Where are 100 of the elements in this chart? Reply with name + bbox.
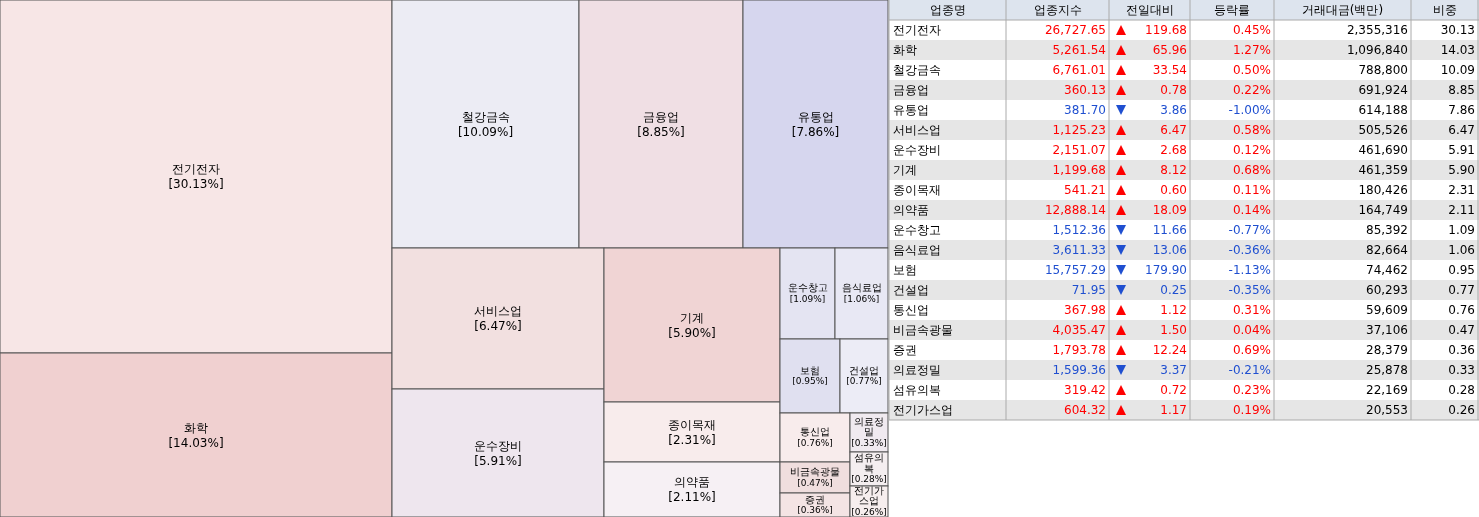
data-label: 5,261.54 [1052, 43, 1106, 57]
data-label: 30.13 [1440, 23, 1475, 37]
category-label: 전기가스업 [854, 484, 884, 507]
data-label: 11.66 [1152, 223, 1187, 237]
data-label: 22,169 [1366, 383, 1408, 397]
category-label: 의료정밀 [854, 415, 884, 438]
category-label: 유통업 [797, 109, 834, 124]
data-label: 0.14% [1232, 203, 1271, 217]
data-label: 8.12 [1160, 163, 1187, 177]
data-label: 7.86 [1448, 103, 1475, 117]
data-label: 85,392 [1366, 223, 1408, 237]
category-label: 보험 [800, 364, 820, 376]
category-label: 화학 [184, 420, 208, 435]
data-label: 461,690 [1358, 143, 1408, 157]
data-label: 13.06 [1152, 243, 1187, 257]
category-label: 증권 [893, 343, 917, 357]
category-label: 철강금속 [893, 63, 941, 77]
data-label: 10.09 [1440, 63, 1475, 77]
data-label: [0.33%] [851, 437, 887, 448]
data-label: 1,096,840 [1346, 43, 1408, 57]
data-label: 71.95 [1071, 283, 1106, 297]
data-label: [0.76%] [797, 437, 833, 448]
data-label: -1.00% [1228, 103, 1271, 117]
data-label: [6.47%] [474, 319, 522, 334]
data-label: 6.47 [1160, 123, 1187, 137]
data-label: 2,151.07 [1052, 143, 1106, 157]
data-label: 2.11 [1448, 203, 1475, 217]
data-label: 788,800 [1358, 63, 1408, 77]
category-label: 의료정밀 [893, 363, 941, 377]
data-label: 1,793.78 [1052, 343, 1106, 357]
data-label: 0.69% [1232, 343, 1271, 357]
category-label: 섬유의복 [854, 452, 884, 474]
data-label: 60,293 [1366, 283, 1408, 297]
category-label: 의약품 [893, 203, 929, 217]
data-label: [0.36%] [797, 505, 833, 516]
category-label: 서비스업 [474, 304, 522, 319]
data-label: 0.19% [1232, 403, 1271, 417]
data-label: 5.90 [1448, 163, 1475, 177]
data-label: 3.86 [1160, 103, 1187, 117]
data-label: 0.04% [1232, 323, 1271, 337]
category-label: 통신업 [800, 426, 830, 438]
data-label: 0.47 [1448, 323, 1475, 337]
category-label: 종이목재 [893, 183, 941, 197]
data-label: 74,462 [1366, 263, 1408, 277]
category-label: 화학 [893, 43, 917, 57]
category-label: 음식료업 [893, 243, 941, 257]
data-label: [2.11%] [668, 490, 716, 505]
data-label: 15,757.29 [1044, 263, 1106, 277]
data-label: [14.03%] [168, 435, 224, 450]
data-label: 4,035.47 [1052, 323, 1106, 337]
data-label: [10.09%] [457, 124, 514, 139]
data-label: 26,727.65 [1044, 23, 1106, 37]
data-label: 0.28 [1448, 383, 1475, 397]
data-label: 614,188 [1358, 103, 1408, 117]
text: 업종명 [929, 3, 966, 17]
data-label: 0.22% [1232, 83, 1271, 97]
category-label: 건설업 [893, 283, 929, 297]
data-label: 1.17 [1160, 403, 1187, 417]
text: 거래대금(백만) [1301, 3, 1384, 17]
data-label: [5.90%] [668, 325, 716, 340]
category-label: 통신업 [893, 303, 929, 317]
category-label: 전기전자 [893, 23, 941, 37]
text: 등락률 [1214, 3, 1250, 17]
data-label: [5.91%] [474, 453, 522, 468]
data-label: 25,878 [1366, 363, 1408, 377]
data-label: [30.13%] [168, 177, 224, 192]
category-label: 운수장비 [474, 438, 522, 453]
category-label: 비금속광물 [790, 466, 840, 478]
data-label: 3,611.33 [1052, 243, 1106, 257]
data-label: [0.26%] [851, 506, 887, 517]
series-label: 업종지수 [1033, 3, 1082, 17]
data-label: 1.06 [1448, 243, 1475, 257]
data-label: 20,553 [1366, 403, 1408, 417]
data-label: 691,924 [1358, 83, 1408, 97]
data-label: 0.60 [1160, 183, 1187, 197]
data-label: 14.03 [1440, 43, 1475, 57]
data-label: 0.23% [1232, 383, 1271, 397]
data-label: 0.45% [1232, 23, 1271, 37]
text: 전일대비 [1125, 3, 1174, 17]
data-label: 180,426 [1358, 183, 1408, 197]
category-label: 금융업 [893, 83, 929, 97]
category-label: 종이목재 [668, 417, 716, 432]
category-label: 전기전자 [172, 162, 220, 177]
data-label: 0.12% [1232, 143, 1271, 157]
data-label: 119.68 [1145, 23, 1187, 37]
category-label: 건설업 [849, 364, 879, 376]
data-label: 0.33 [1448, 363, 1475, 377]
data-label: 65.96 [1152, 43, 1187, 57]
data-label: -1.13% [1228, 263, 1271, 277]
data-label: 505,526 [1358, 123, 1408, 137]
data-label: 367.98 [1064, 303, 1106, 317]
data-label: [0.77%] [846, 376, 882, 387]
category-label: 운수창고 [787, 282, 828, 294]
data-label: 1,125.23 [1052, 123, 1106, 137]
data-label: 604.32 [1064, 403, 1106, 417]
data-label: 0.25 [1160, 283, 1187, 297]
data-label: 28,379 [1366, 343, 1408, 357]
category-label: 서비스업 [893, 123, 941, 137]
category-label: 섬유의복 [893, 383, 941, 397]
data-label: 360.13 [1064, 83, 1106, 97]
